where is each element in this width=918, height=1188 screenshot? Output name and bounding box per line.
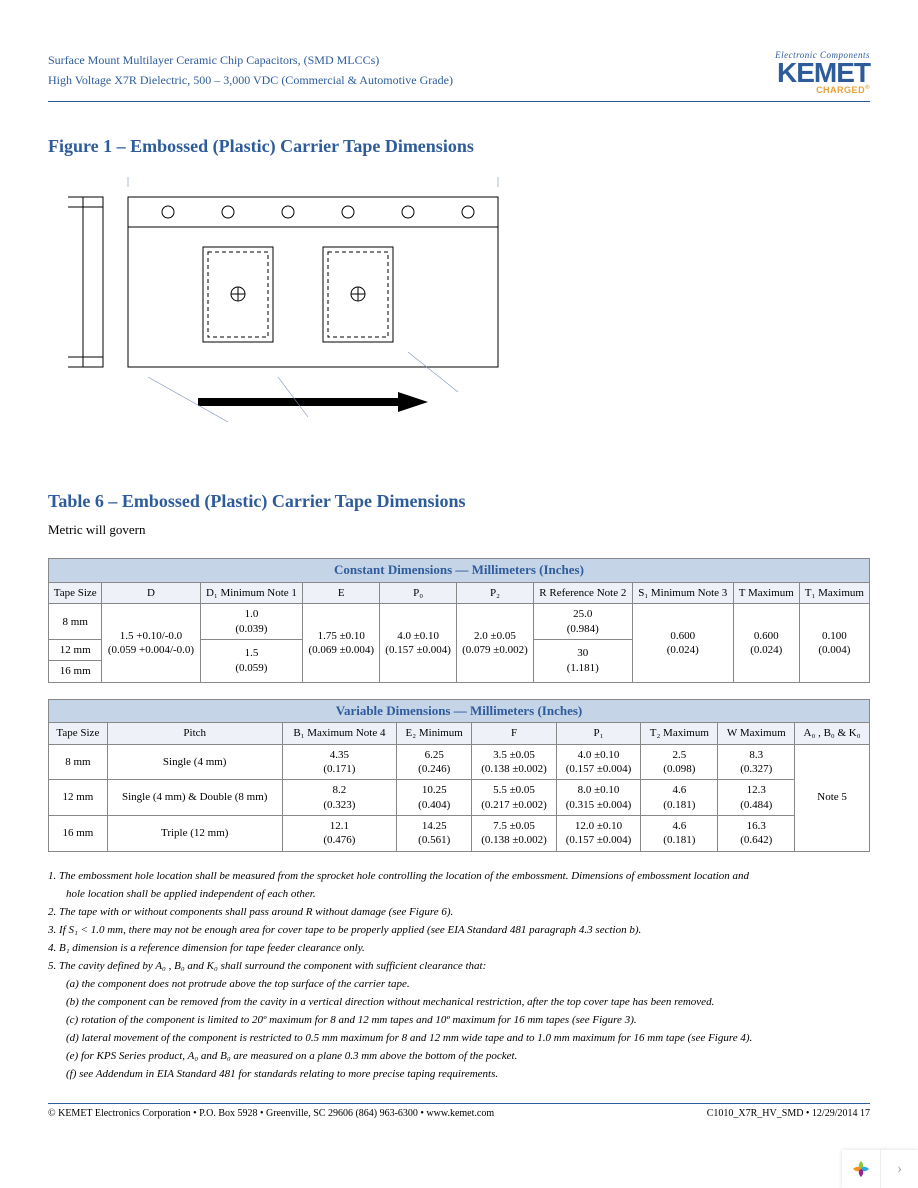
constant-row-8mm: 8 mm 1.5 +0.10/-0.0(0.059 +0.004/-0.0) 1… [49,604,870,640]
cell: 12 mm [49,780,108,816]
cell: 1.75 ±0.10(0.069 ±0.004) [303,604,380,682]
figure1-drawing [48,167,870,431]
col-b1: B₁ Maximum Note 4 [282,723,397,744]
footer-left: © KEMET Electronics Corporation • P.O. B… [48,1108,494,1119]
note-5c: (c) rotation of the component is limited… [48,1012,870,1029]
table6-subtitle: Metric will govern [48,522,870,538]
cell: Single (4 mm) & Double (8 mm) [107,780,282,816]
col-t1: T₁ Maximum [799,583,869,604]
constant-banner: Constant Dimensions — Millimeters (Inche… [49,559,870,583]
cell: 4.0 ±0.10(0.157 ±0.004) [380,604,457,682]
cell: 4.0 ±0.10(0.157 ±0.004) [556,744,641,780]
variable-banner: Variable Dimensions — Millimeters (Inche… [49,699,870,723]
header-line1: Surface Mount Multilayer Ceramic Chip Ca… [48,50,453,70]
constant-header-row: Tape Size D D₁ Minimum Note 1 E P₀ P₂ R … [49,583,870,604]
corner-widget: › [842,1150,918,1188]
cell: Single (4 mm) [107,744,282,780]
page-header: Surface Mount Multilayer Ceramic Chip Ca… [48,50,870,102]
cell: 8 mm [49,604,102,640]
cell: 25.0(0.984) [533,604,632,640]
col-s1: S₁ Minimum Note 3 [632,583,733,604]
col-pitch: Pitch [107,723,282,744]
cell: 0.100(0.004) [799,604,869,682]
cell: 12 mm [49,639,102,660]
variable-dimensions-table: Variable Dimensions — Millimeters (Inche… [48,699,870,852]
cell: 2.0 ±0.05(0.079 ±0.002) [457,604,534,682]
variable-row-16mm: 16 mm Triple (12 mm) 12.1(0.476) 14.25(0… [49,815,870,851]
cell: 12.3(0.484) [718,780,795,816]
cell: 8.2(0.323) [282,780,397,816]
cell: 8.0 ±0.10(0.315 ±0.004) [556,780,641,816]
col-p2: P₂ [457,583,534,604]
col-t: T Maximum [733,583,799,604]
col-e2: E₂ Minimum [397,723,472,744]
logo-text: KEMET [775,60,870,85]
note-5a: (a) the component does not protrude abov… [48,976,870,993]
col-w: W Maximum [718,723,795,744]
cell: 4.35(0.171) [282,744,397,780]
cell: 30(1.181) [533,639,632,682]
cell: 10.25(0.404) [397,780,472,816]
cell: 0.600(0.024) [733,604,799,682]
cell: 1.0(0.039) [200,604,303,640]
cell: 12.0 ±0.10(0.157 ±0.004) [556,815,641,851]
table6-title: Table 6 – Embossed (Plastic) Carrier Tap… [48,491,870,512]
variable-row-12mm: 12 mm Single (4 mm) & Double (8 mm) 8.2(… [49,780,870,816]
col-tapesize: Tape Size [49,583,102,604]
col-f: F [472,723,557,744]
variable-row-8mm: 8 mm Single (4 mm) 4.35(0.171) 6.25(0.24… [49,744,870,780]
cell: 4.6(0.181) [641,780,718,816]
variable-header-row: Tape Size Pitch B₁ Maximum Note 4 E₂ Min… [49,723,870,744]
col-d: D [102,583,200,604]
cell: 4.6(0.181) [641,815,718,851]
cell: 6.25(0.246) [397,744,472,780]
cell: Triple (12 mm) [107,815,282,851]
col-p0: P₀ [380,583,457,604]
carrier-tape-diagram [48,167,518,427]
cell: 16 mm [49,661,102,682]
col-d1: D₁ Minimum Note 1 [200,583,303,604]
note-5f: (f) see Addendum in EIA Standard 481 for… [48,1066,870,1083]
cell: 1.5(0.059) [200,639,303,682]
col-t2: T₂ Maximum [641,723,718,744]
cell: 16 mm [49,815,108,851]
cell: 7.5 ±0.05(0.138 ±0.002) [472,815,557,851]
kemet-logo: Electronic Components KEMET CHARGED® [775,50,870,95]
note-4: 4. B₁ dimension is a reference dimension… [48,940,870,957]
cell: 5.5 ±0.05(0.217 ±0.002) [472,780,557,816]
header-line2: High Voltage X7R Dielectric, 500 – 3,000… [48,70,453,90]
cell: 3.5 ±0.05(0.138 ±0.002) [472,744,557,780]
note-5e: (e) for KPS Series product, A₀ and B₀ ar… [48,1048,870,1065]
cell: 12.1(0.476) [282,815,397,851]
cell: 1.5 +0.10/-0.0(0.059 +0.004/-0.0) [102,604,200,682]
footer-right: C1010_X7R_HV_SMD • 12/29/2014 17 [707,1108,870,1119]
logo-charged: CHARGED [816,85,865,95]
note-1b: hole location shall be applied independe… [48,886,870,903]
corner-logo-icon[interactable] [842,1150,880,1188]
col-r: R Reference Note 2 [533,583,632,604]
col-abk: A₀ , B₀ & K₀ [795,723,870,744]
col-e: E [303,583,380,604]
page-footer: © KEMET Electronics Corporation • P.O. B… [48,1103,870,1119]
note-5b: (b) the component can be removed from th… [48,994,870,1011]
table6-notes: 1. The embossment hole location shall be… [48,868,870,1084]
figure1-title: Figure 1 – Embossed (Plastic) Carrier Ta… [48,136,870,157]
cell: 0.600(0.024) [632,604,733,682]
next-page-button[interactable]: › [880,1150,918,1188]
cell: 2.5(0.098) [641,744,718,780]
col-tapesize: Tape Size [49,723,108,744]
cell: 14.25(0.561) [397,815,472,851]
note-5: 5. The cavity defined by A₀ , B₀ and K₀ … [48,958,870,975]
note-3: 3. If S₁ < 1.0 mm, there may not be enou… [48,922,870,939]
header-titles: Surface Mount Multilayer Ceramic Chip Ca… [48,50,453,91]
col-p1: P₁ [556,723,641,744]
cell: 16.3(0.642) [718,815,795,851]
note-1a: 1. The embossment hole location shall be… [48,868,870,885]
note-2: 2. The tape with or without components s… [48,904,870,921]
cell: 8 mm [49,744,108,780]
constant-dimensions-table: Constant Dimensions — Millimeters (Inche… [48,558,870,682]
cell: 8.3(0.327) [718,744,795,780]
cell: Note 5 [795,744,870,851]
note-5d: (d) lateral movement of the component is… [48,1030,870,1047]
